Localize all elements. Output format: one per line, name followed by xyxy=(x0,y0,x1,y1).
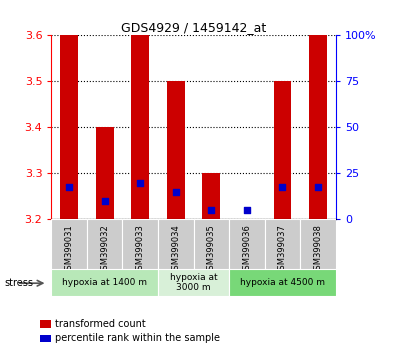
Bar xyxy=(167,81,184,219)
Point xyxy=(315,184,321,190)
Text: hypoxia at 4500 m: hypoxia at 4500 m xyxy=(240,278,325,287)
Point xyxy=(66,184,72,190)
Bar xyxy=(274,81,292,219)
Point xyxy=(102,198,108,204)
Bar xyxy=(131,35,149,219)
Text: GSM399036: GSM399036 xyxy=(243,224,251,275)
Text: hypoxia at 1400 m: hypoxia at 1400 m xyxy=(62,278,147,287)
Title: GDS4929 / 1459142_at: GDS4929 / 1459142_at xyxy=(121,21,266,34)
Text: GSM399033: GSM399033 xyxy=(136,224,145,275)
Bar xyxy=(194,219,229,269)
Bar xyxy=(96,127,114,219)
Bar xyxy=(51,219,87,269)
Text: GSM399032: GSM399032 xyxy=(100,224,109,275)
Bar xyxy=(158,219,194,269)
Point xyxy=(279,184,286,190)
Text: hypoxia at
3000 m: hypoxia at 3000 m xyxy=(170,273,217,292)
Bar xyxy=(158,269,229,296)
Text: GSM399038: GSM399038 xyxy=(314,224,322,275)
Point xyxy=(244,207,250,213)
Text: GSM399037: GSM399037 xyxy=(278,224,287,275)
Text: GSM399031: GSM399031 xyxy=(65,224,73,275)
Bar xyxy=(87,219,122,269)
Bar xyxy=(300,219,336,269)
Bar xyxy=(265,219,300,269)
Text: percentile rank within the sample: percentile rank within the sample xyxy=(55,333,220,343)
Bar xyxy=(60,35,78,219)
Bar xyxy=(122,219,158,269)
Text: stress: stress xyxy=(4,278,33,288)
Text: transformed count: transformed count xyxy=(55,319,146,329)
Point xyxy=(173,189,179,195)
Bar xyxy=(229,269,336,296)
Text: GSM399034: GSM399034 xyxy=(171,224,180,275)
Bar xyxy=(229,219,265,269)
Text: GSM399035: GSM399035 xyxy=(207,224,216,275)
Bar xyxy=(202,173,220,219)
Bar xyxy=(51,269,158,296)
Point xyxy=(137,180,143,185)
Point xyxy=(208,207,214,213)
Bar xyxy=(309,35,327,219)
